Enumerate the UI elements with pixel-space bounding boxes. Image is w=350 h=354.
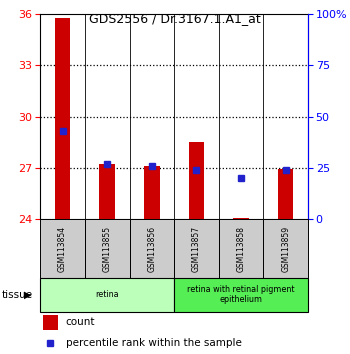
Bar: [174, 278, 308, 312]
Bar: [263, 219, 308, 278]
Text: GSM113854: GSM113854: [58, 225, 67, 272]
Bar: [130, 219, 174, 278]
Text: tissue: tissue: [2, 290, 33, 300]
Bar: [99, 164, 115, 219]
Bar: [219, 219, 263, 278]
Bar: [278, 169, 294, 219]
Text: GSM113856: GSM113856: [147, 225, 156, 272]
Bar: [85, 219, 130, 278]
Bar: [174, 219, 219, 278]
Bar: [40, 278, 174, 312]
Text: percentile rank within the sample: percentile rank within the sample: [66, 338, 242, 348]
Text: ▶: ▶: [24, 290, 31, 300]
Text: GSM113855: GSM113855: [103, 225, 112, 272]
Bar: [43, 315, 58, 330]
Text: GSM113858: GSM113858: [237, 226, 246, 272]
Text: count: count: [66, 318, 95, 327]
Text: retina: retina: [95, 290, 119, 299]
Bar: [233, 218, 249, 219]
Text: GSM113859: GSM113859: [281, 225, 290, 272]
Bar: [40, 219, 85, 278]
Text: GSM113857: GSM113857: [192, 225, 201, 272]
Bar: [144, 166, 160, 219]
Bar: [189, 142, 204, 219]
Bar: [55, 18, 70, 219]
Text: GDS2556 / Dr.3167.1.A1_at: GDS2556 / Dr.3167.1.A1_at: [89, 12, 261, 25]
Text: retina with retinal pigment
epithelium: retina with retinal pigment epithelium: [187, 285, 295, 304]
